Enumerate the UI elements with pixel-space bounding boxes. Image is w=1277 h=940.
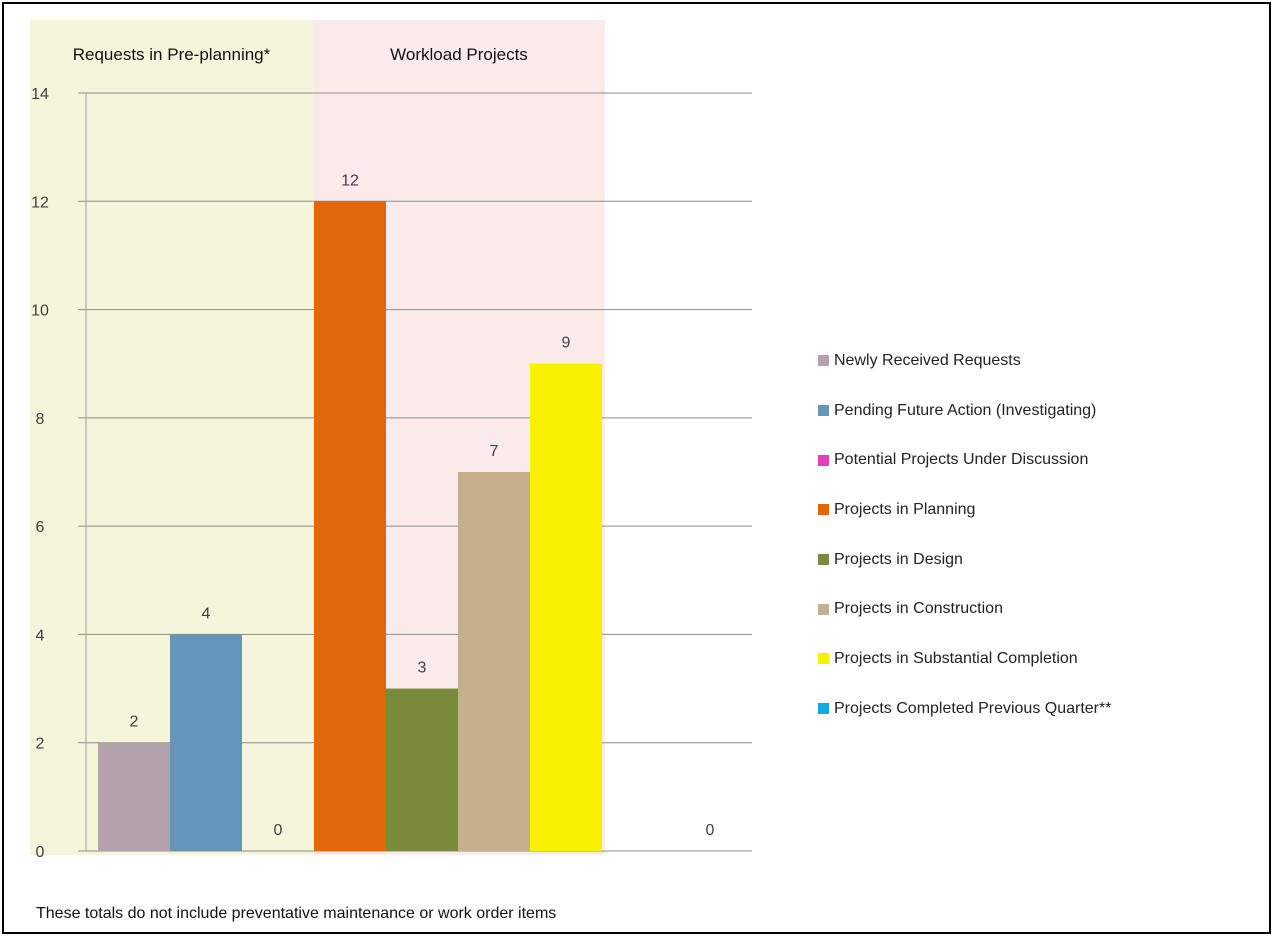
legend-label: Projects in Substantial Completion xyxy=(834,649,1078,667)
legend-swatch xyxy=(818,454,829,466)
bar-1 xyxy=(98,742,170,851)
y-tick-label-10: 10 xyxy=(31,303,49,320)
y-tick-label-8: 8 xyxy=(36,411,45,428)
data-label-6: 7 xyxy=(490,443,499,460)
legend-item-1: Newly Received Requests xyxy=(818,336,1111,386)
legend-label: Projects in Planning xyxy=(834,500,976,518)
legend-item-7: Projects in Substantial Completion xyxy=(818,634,1111,684)
legend-item-6: Projects in Construction xyxy=(818,584,1111,634)
data-label-3: 0 xyxy=(274,822,283,839)
data-label-7: 9 xyxy=(562,335,571,352)
legend-item-4: Projects in Planning xyxy=(818,485,1111,535)
legend-item-8: Projects Completed Previous Quarter** xyxy=(818,684,1111,734)
footnote: These totals do not include preventative… xyxy=(36,905,557,922)
legend-label: Projects in Construction xyxy=(834,600,1003,618)
data-labels: 2 4 0 12 3 7 9 0 xyxy=(130,172,715,839)
y-tick-label-0: 0 xyxy=(36,844,45,861)
bar-2 xyxy=(170,634,242,851)
legend: Newly Received Requests Pending Future Ac… xyxy=(818,336,1111,734)
data-label-4: 12 xyxy=(341,172,359,189)
region-2-label: Workload Projects xyxy=(390,45,528,64)
bar-6 xyxy=(458,472,530,851)
legend-label: Newly Received Requests xyxy=(834,351,1021,369)
legend-swatch xyxy=(818,554,829,566)
legend-label: Projects Completed Previous Quarter** xyxy=(834,699,1112,717)
bar-7 xyxy=(530,363,602,851)
legend-item-5: Projects in Design xyxy=(818,535,1111,585)
region-1-label: Requests in Pre-planning* xyxy=(73,45,271,64)
legend-swatch xyxy=(818,703,829,715)
y-tick-label-6: 6 xyxy=(36,519,45,536)
y-tick-label-12: 12 xyxy=(31,194,49,211)
legend-item-2: Pending Future Action (Investigating) xyxy=(818,386,1111,436)
y-tick-label-2: 2 xyxy=(36,736,45,753)
legend-swatch xyxy=(818,653,829,665)
bar-4 xyxy=(314,201,386,852)
data-label-8: 0 xyxy=(706,822,715,839)
y-axis: 0 2 4 6 8 10 12 14 xyxy=(31,86,87,861)
bar-5 xyxy=(386,688,458,851)
legend-swatch xyxy=(818,603,829,615)
data-label-5: 3 xyxy=(418,660,427,677)
legend-label: Potential Projects Under Discussion xyxy=(834,451,1089,469)
legend-item-3: Potential Projects Under Discussion xyxy=(818,435,1111,485)
y-tick-label-4: 4 xyxy=(36,627,45,644)
legend-swatch xyxy=(818,355,829,367)
legend-swatch xyxy=(818,405,829,417)
legend-label: Pending Future Action (Investigating) xyxy=(834,401,1097,419)
bars xyxy=(98,201,602,852)
legend-swatch xyxy=(818,504,829,516)
data-label-1: 2 xyxy=(130,714,139,731)
data-label-2: 4 xyxy=(202,605,211,622)
y-tick-label-14: 14 xyxy=(31,86,49,103)
legend-label: Projects in Design xyxy=(834,550,963,568)
